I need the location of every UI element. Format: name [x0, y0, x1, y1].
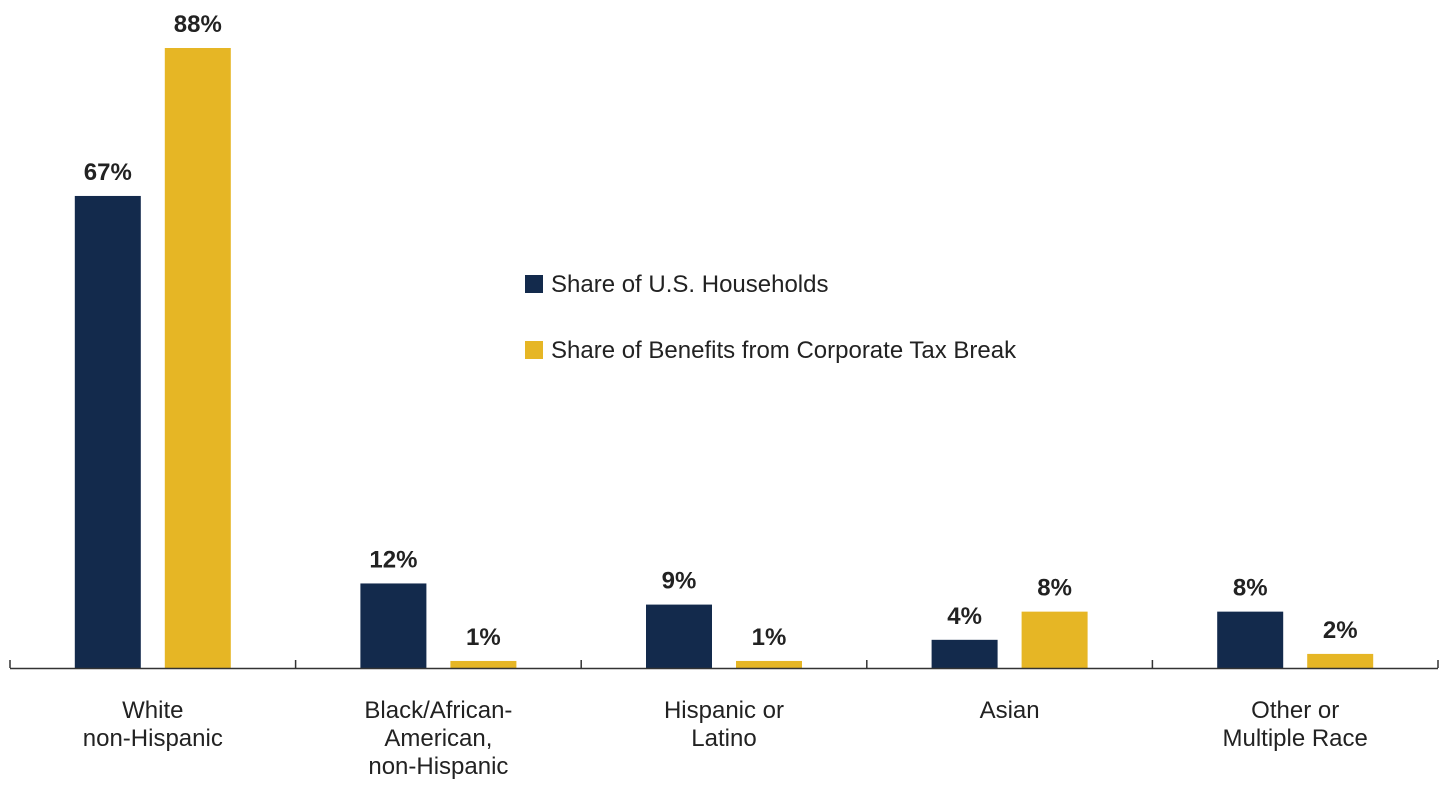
legend: Share of U.S. Households Share of Benefi… — [525, 271, 1017, 364]
category-label-2: Hispanic or Latino — [664, 697, 784, 752]
value-labels-group: 67% 88% 12% 1% 9% 1% 4% 8% 8% 2% — [84, 11, 1358, 651]
legend-swatch-benefits — [525, 341, 543, 359]
bar-households-3 — [931, 639, 998, 668]
category-label-0: White non-Hispanic — [83, 697, 223, 752]
bar-benefits-0 — [164, 48, 231, 668]
bars-group — [74, 48, 1374, 669]
legend-swatch-households — [525, 275, 543, 293]
value-label-households-2: 9% — [662, 568, 697, 595]
category-label-3: Asian — [980, 697, 1040, 724]
value-label-households-0: 67% — [84, 159, 132, 186]
value-label-benefits-0: 88% — [174, 11, 222, 38]
value-label-households-3: 4% — [947, 603, 982, 630]
value-label-benefits-4: 2% — [1323, 617, 1358, 644]
value-label-benefits-1: 1% — [466, 624, 501, 651]
bar-households-4 — [1217, 611, 1284, 668]
value-label-benefits-3: 8% — [1037, 575, 1072, 602]
x-axis — [9, 660, 1439, 670]
bar-households-1 — [360, 583, 427, 668]
bar-benefits-2 — [736, 660, 802, 668]
bar-benefits-3 — [1021, 611, 1088, 668]
value-label-households-1: 12% — [369, 546, 417, 573]
legend-label-benefits: Share of Benefits from Corporate Tax Bre… — [551, 337, 1017, 364]
legend-label-households: Share of U.S. Households — [551, 271, 829, 298]
value-label-households-4: 8% — [1233, 575, 1268, 602]
value-label-benefits-2: 1% — [752, 624, 787, 651]
bar-households-2 — [646, 604, 712, 668]
bar-benefits-1 — [450, 660, 517, 668]
bar-households-0 — [74, 195, 141, 669]
category-labels-group: White non-Hispanic Black/African-American,… — [83, 697, 1368, 780]
category-label-1: Black/African-American, non-Hispanic — [364, 697, 512, 780]
category-label-4: Other or Multiple Race — [1222, 697, 1367, 752]
bar-benefits-4 — [1307, 653, 1374, 668]
